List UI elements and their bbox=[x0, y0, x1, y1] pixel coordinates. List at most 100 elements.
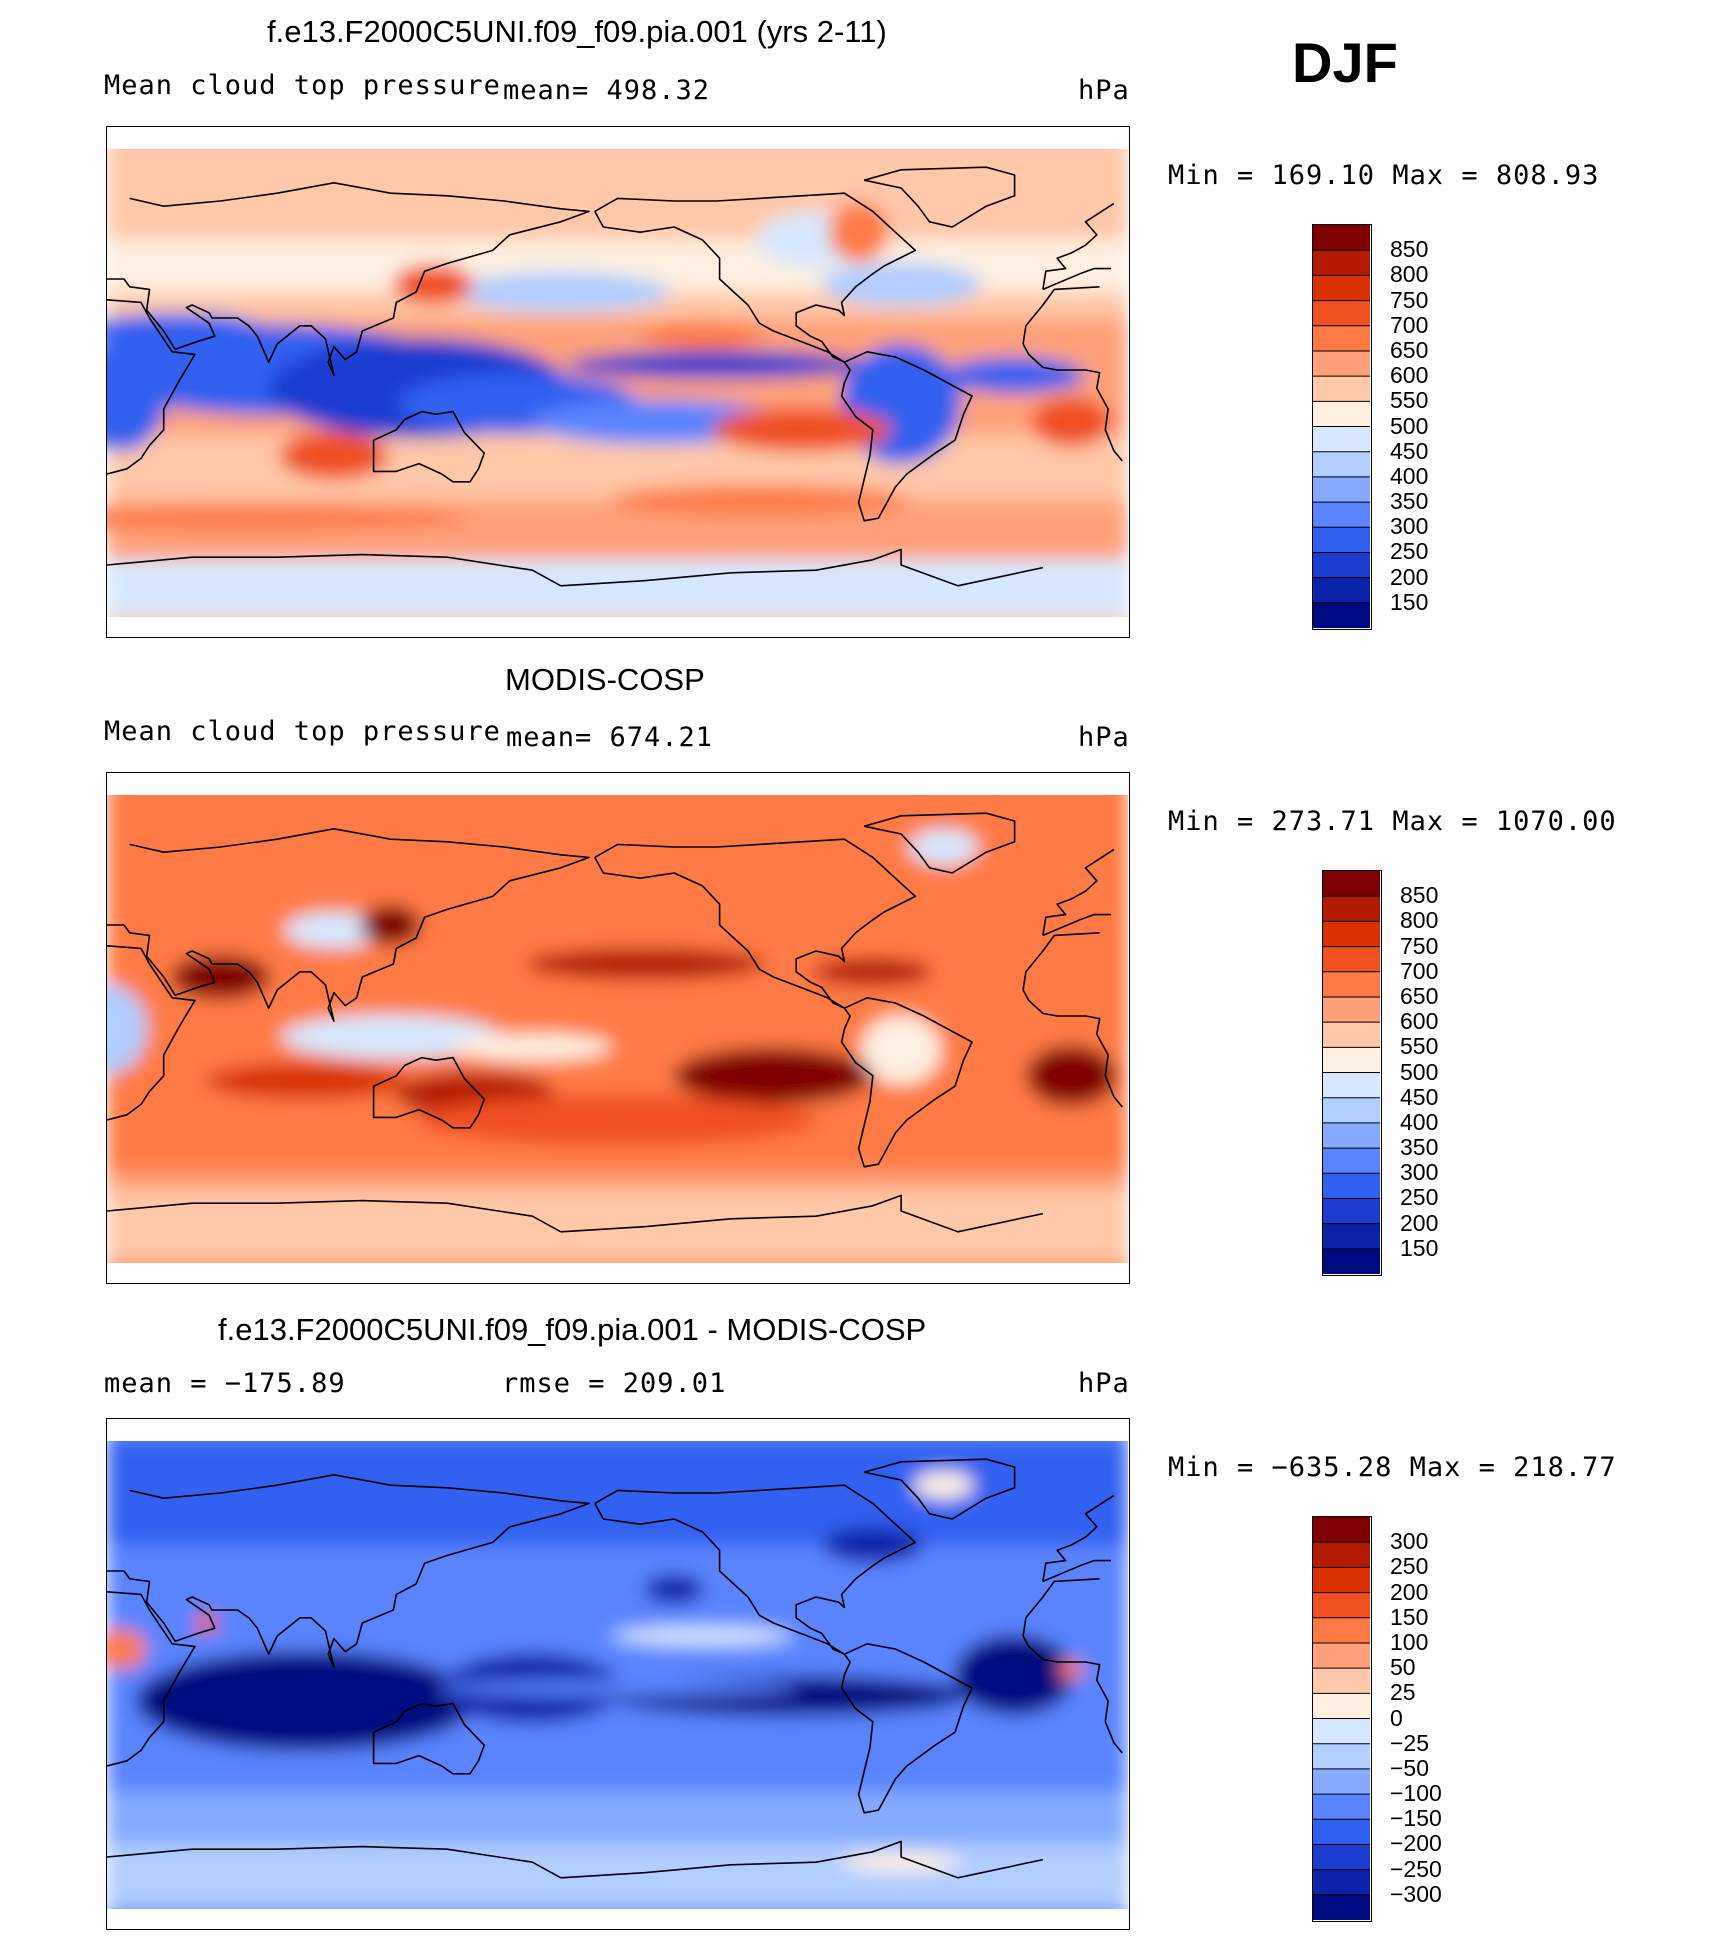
field-region bbox=[417, 1095, 818, 1145]
colorbar-tick-label: 550 bbox=[1390, 387, 1429, 414]
colorbar-swatch bbox=[1313, 1567, 1370, 1594]
field-region bbox=[908, 829, 979, 865]
field-region bbox=[360, 905, 421, 945]
colorbar-tick-label: 650 bbox=[1390, 336, 1429, 363]
colorbar-tick-label: 200 bbox=[1390, 563, 1429, 590]
colorbar-tick-label: −100 bbox=[1390, 1780, 1442, 1807]
field-region bbox=[107, 506, 469, 531]
field-region bbox=[828, 202, 889, 263]
colorbar-tick-label: 650 bbox=[1400, 982, 1439, 1009]
panel2-units: hPa bbox=[1078, 722, 1130, 753]
colorbar-tick-label: 450 bbox=[1390, 437, 1429, 464]
colorbar-tick-label: −250 bbox=[1390, 1855, 1442, 1882]
colorbar-swatch bbox=[1323, 921, 1380, 948]
panel3-title: f.e13.F2000C5UNI.f09_f09.pia.001 - MODIS… bbox=[218, 1312, 927, 1347]
colorbar-tick-label: 200 bbox=[1390, 1578, 1429, 1605]
field-region bbox=[673, 1047, 874, 1104]
panel1-map bbox=[106, 126, 1130, 638]
colorbar-swatch bbox=[1313, 577, 1370, 604]
field-region bbox=[107, 341, 167, 451]
colorbar-tick-label: 750 bbox=[1390, 286, 1429, 313]
panel1-variable: Mean cloud top pressure bbox=[104, 70, 501, 101]
colorbar-tick-label: −200 bbox=[1390, 1830, 1442, 1857]
field-region bbox=[1031, 397, 1112, 447]
season-label: DJF bbox=[1292, 31, 1398, 94]
panel3-minmax: Min = −635.28 Max = 218.77 bbox=[1168, 1452, 1617, 1483]
colorbar-swatch bbox=[1323, 1198, 1380, 1225]
coastline-africa bbox=[107, 286, 1123, 475]
colorbar-swatch bbox=[1313, 1642, 1370, 1669]
colorbar-swatch bbox=[1323, 1072, 1380, 1099]
colorbar-tick-label: 50 bbox=[1390, 1654, 1416, 1681]
colorbar-tick-label: −150 bbox=[1390, 1805, 1442, 1832]
colorbar-swatch bbox=[1323, 946, 1380, 973]
colorbar-swatch bbox=[1313, 1592, 1370, 1619]
colorbar-swatch bbox=[1313, 1743, 1370, 1770]
colorbar-tick-label: 100 bbox=[1390, 1628, 1429, 1655]
colorbar-swatch bbox=[1313, 1517, 1370, 1543]
colorbar-tick-label: 350 bbox=[1390, 488, 1429, 515]
colorbar-tick-label: 600 bbox=[1390, 362, 1429, 389]
colorbar-tick-label: 200 bbox=[1400, 1209, 1439, 1236]
panel2-title: MODIS-COSP bbox=[505, 662, 705, 697]
colorbar-swatch bbox=[1313, 1794, 1370, 1820]
colorbar-swatch bbox=[1323, 1047, 1380, 1073]
colorbar-tick-label: 300 bbox=[1400, 1159, 1439, 1186]
colorbar-swatch bbox=[1313, 300, 1370, 327]
field-region bbox=[450, 272, 671, 312]
colorbar-swatch bbox=[1313, 1718, 1370, 1745]
colorbar-tick-label: 350 bbox=[1400, 1134, 1439, 1161]
field-region bbox=[452, 1033, 613, 1062]
colorbar-tick-label: 300 bbox=[1390, 1528, 1429, 1555]
panel3-colorbar bbox=[1312, 1516, 1372, 1922]
colorbar-tick-label: −50 bbox=[1390, 1754, 1430, 1781]
colorbar-tick-label: 700 bbox=[1400, 957, 1439, 984]
colorbar-tick-label: 750 bbox=[1400, 932, 1439, 959]
colorbar-tick-label: 400 bbox=[1400, 1108, 1439, 1135]
colorbar-swatch bbox=[1313, 1693, 1370, 1719]
colorbar-swatch bbox=[1313, 401, 1370, 427]
colorbar-tick-label: 25 bbox=[1390, 1679, 1416, 1706]
panel2-colorbar bbox=[1322, 870, 1382, 1276]
colorbar-swatch bbox=[1313, 476, 1370, 503]
colorbar-swatch bbox=[1313, 552, 1370, 579]
field-band bbox=[107, 1844, 1128, 1909]
field-region bbox=[913, 1471, 974, 1500]
field-region bbox=[107, 313, 268, 349]
colorbar-swatch bbox=[1323, 1173, 1380, 1199]
colorbar-tick-label: 0 bbox=[1390, 1704, 1403, 1731]
colorbar-swatch bbox=[1313, 1869, 1370, 1896]
field-band bbox=[107, 1441, 1128, 1545]
field-region bbox=[821, 262, 982, 307]
coastline-eurasia bbox=[107, 182, 1115, 376]
coastline-africa bbox=[107, 1578, 1123, 1767]
field-region bbox=[861, 1014, 942, 1085]
coastline-greenland bbox=[863, 166, 1016, 228]
colorbar-swatch bbox=[1323, 896, 1380, 922]
colorbar-tick-label: 250 bbox=[1390, 1553, 1429, 1580]
colorbar-tick-label: 400 bbox=[1390, 462, 1429, 489]
coastline-greenland bbox=[863, 1458, 1016, 1520]
colorbar-swatch bbox=[1323, 871, 1380, 897]
coastline-north-america bbox=[594, 1484, 917, 1655]
field-region bbox=[278, 431, 389, 480]
panel3-mean: mean = −175.89 bbox=[104, 1368, 346, 1399]
colorbar-tick-label: 500 bbox=[1390, 412, 1429, 439]
colorbar-tick-label: 500 bbox=[1400, 1058, 1439, 1085]
colorbar-swatch bbox=[1313, 275, 1370, 302]
panel1-colorbar bbox=[1312, 224, 1372, 630]
coastline-eurasia bbox=[107, 1474, 1115, 1668]
coastline-africa bbox=[107, 932, 1123, 1121]
panel1-minmax: Min = 169.10 Max = 808.93 bbox=[1168, 160, 1600, 191]
colorbar-tick-label: 150 bbox=[1390, 1603, 1429, 1630]
colorbar-tick-label: 600 bbox=[1400, 1008, 1439, 1035]
colorbar-tick-label: 800 bbox=[1400, 907, 1439, 934]
colorbar-swatch bbox=[1313, 527, 1370, 553]
field-region bbox=[642, 322, 763, 351]
colorbar-swatch bbox=[1323, 1122, 1380, 1149]
field-region bbox=[280, 1014, 501, 1059]
coastline-greenland bbox=[863, 812, 1016, 874]
colorbar-tick-label: 850 bbox=[1400, 882, 1439, 909]
field-region bbox=[566, 350, 867, 379]
field-region bbox=[437, 1680, 798, 1696]
